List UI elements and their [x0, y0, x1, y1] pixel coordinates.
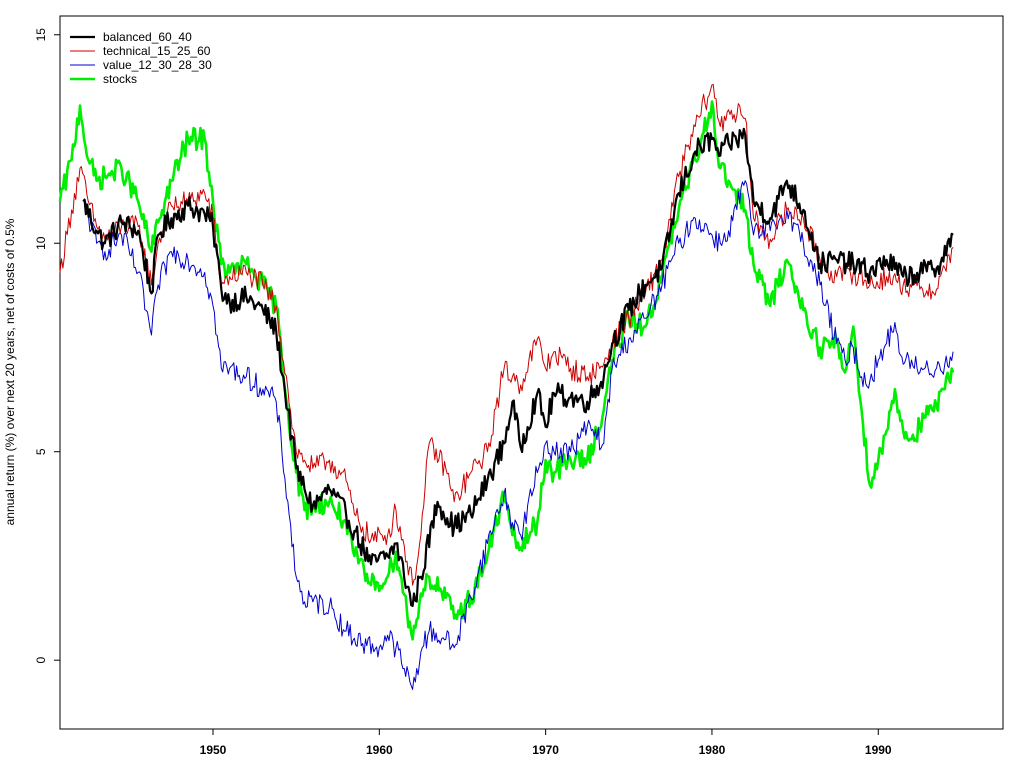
series-line-value_12_30_28_30 [82, 180, 954, 690]
y-tick-label: 10 [34, 236, 48, 250]
legend-label-balanced_60_40: balanced_60_40 [103, 30, 192, 44]
series-line-stocks [58, 100, 955, 641]
y-axis: 0 5 10 15 [34, 28, 60, 664]
legend-label-stocks: stocks [103, 72, 137, 86]
x-axis: 1950 1960 1970 1980 1990 [200, 729, 892, 757]
x-tick-label: 1950 [200, 743, 227, 757]
x-tick-label: 1970 [532, 743, 559, 757]
legend: balanced_60_40technical_15_25_60value_12… [70, 30, 212, 86]
y-tick-label: 15 [34, 28, 48, 42]
y-tick-label: 5 [34, 448, 48, 455]
x-tick-label: 1990 [865, 743, 892, 757]
y-tick-label: 0 [34, 657, 48, 664]
y-axis-label: annual return (%) over next 20 years, ne… [3, 218, 17, 525]
series-layer [58, 84, 955, 690]
x-tick-label: 1960 [366, 743, 393, 757]
series-line-balanced_60_40 [82, 127, 954, 608]
legend-label-value_12_30_28_30: value_12_30_28_30 [103, 58, 212, 72]
series-line-technical_15_25_60 [59, 84, 954, 586]
plot-area-frame [59, 15, 1004, 730]
legend-label-technical_15_25_60: technical_15_25_60 [103, 44, 211, 58]
x-tick-label: 1980 [699, 743, 726, 757]
